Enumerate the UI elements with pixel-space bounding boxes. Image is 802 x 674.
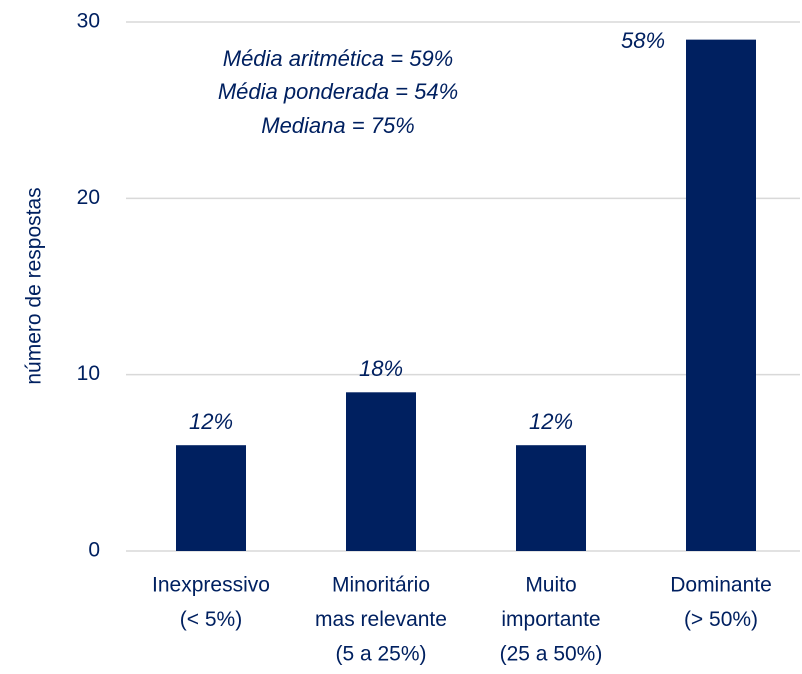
- bar: [346, 392, 416, 551]
- x-tick-label: (> 50%): [684, 608, 758, 631]
- y-tick-label: 20: [77, 186, 100, 209]
- x-tick-label: (5 a 25%): [335, 643, 426, 666]
- y-tick-label: 0: [88, 539, 100, 562]
- share-label: 12%: [189, 409, 233, 434]
- annotation: Mediana = 75%: [261, 113, 415, 138]
- x-tick-label: (< 5%): [180, 608, 242, 631]
- share-label: 18%: [359, 356, 403, 381]
- y-axis-label: número de respostas: [23, 187, 46, 384]
- x-tick-label: (25 a 50%): [500, 643, 603, 666]
- bar: [176, 445, 246, 551]
- bar: [516, 445, 586, 551]
- x-tick-label: Inexpressivo: [152, 574, 270, 597]
- bar: [686, 39, 756, 552]
- x-tick-label: Muito: [525, 574, 576, 597]
- annotation: Média aritmética = 59%: [223, 46, 454, 71]
- x-tick-label: mas relevante: [315, 608, 447, 631]
- y-tick-label: 10: [77, 362, 100, 385]
- x-tick-label: Dominante: [670, 574, 772, 597]
- annotation: Média ponderada = 54%: [218, 79, 458, 104]
- x-tick-label: Minoritário: [332, 574, 430, 597]
- x-tick-label: importante: [501, 608, 600, 631]
- y-tick-label: 30: [77, 10, 100, 33]
- share-label: 12%: [529, 409, 573, 434]
- share-label: 58%: [621, 28, 665, 53]
